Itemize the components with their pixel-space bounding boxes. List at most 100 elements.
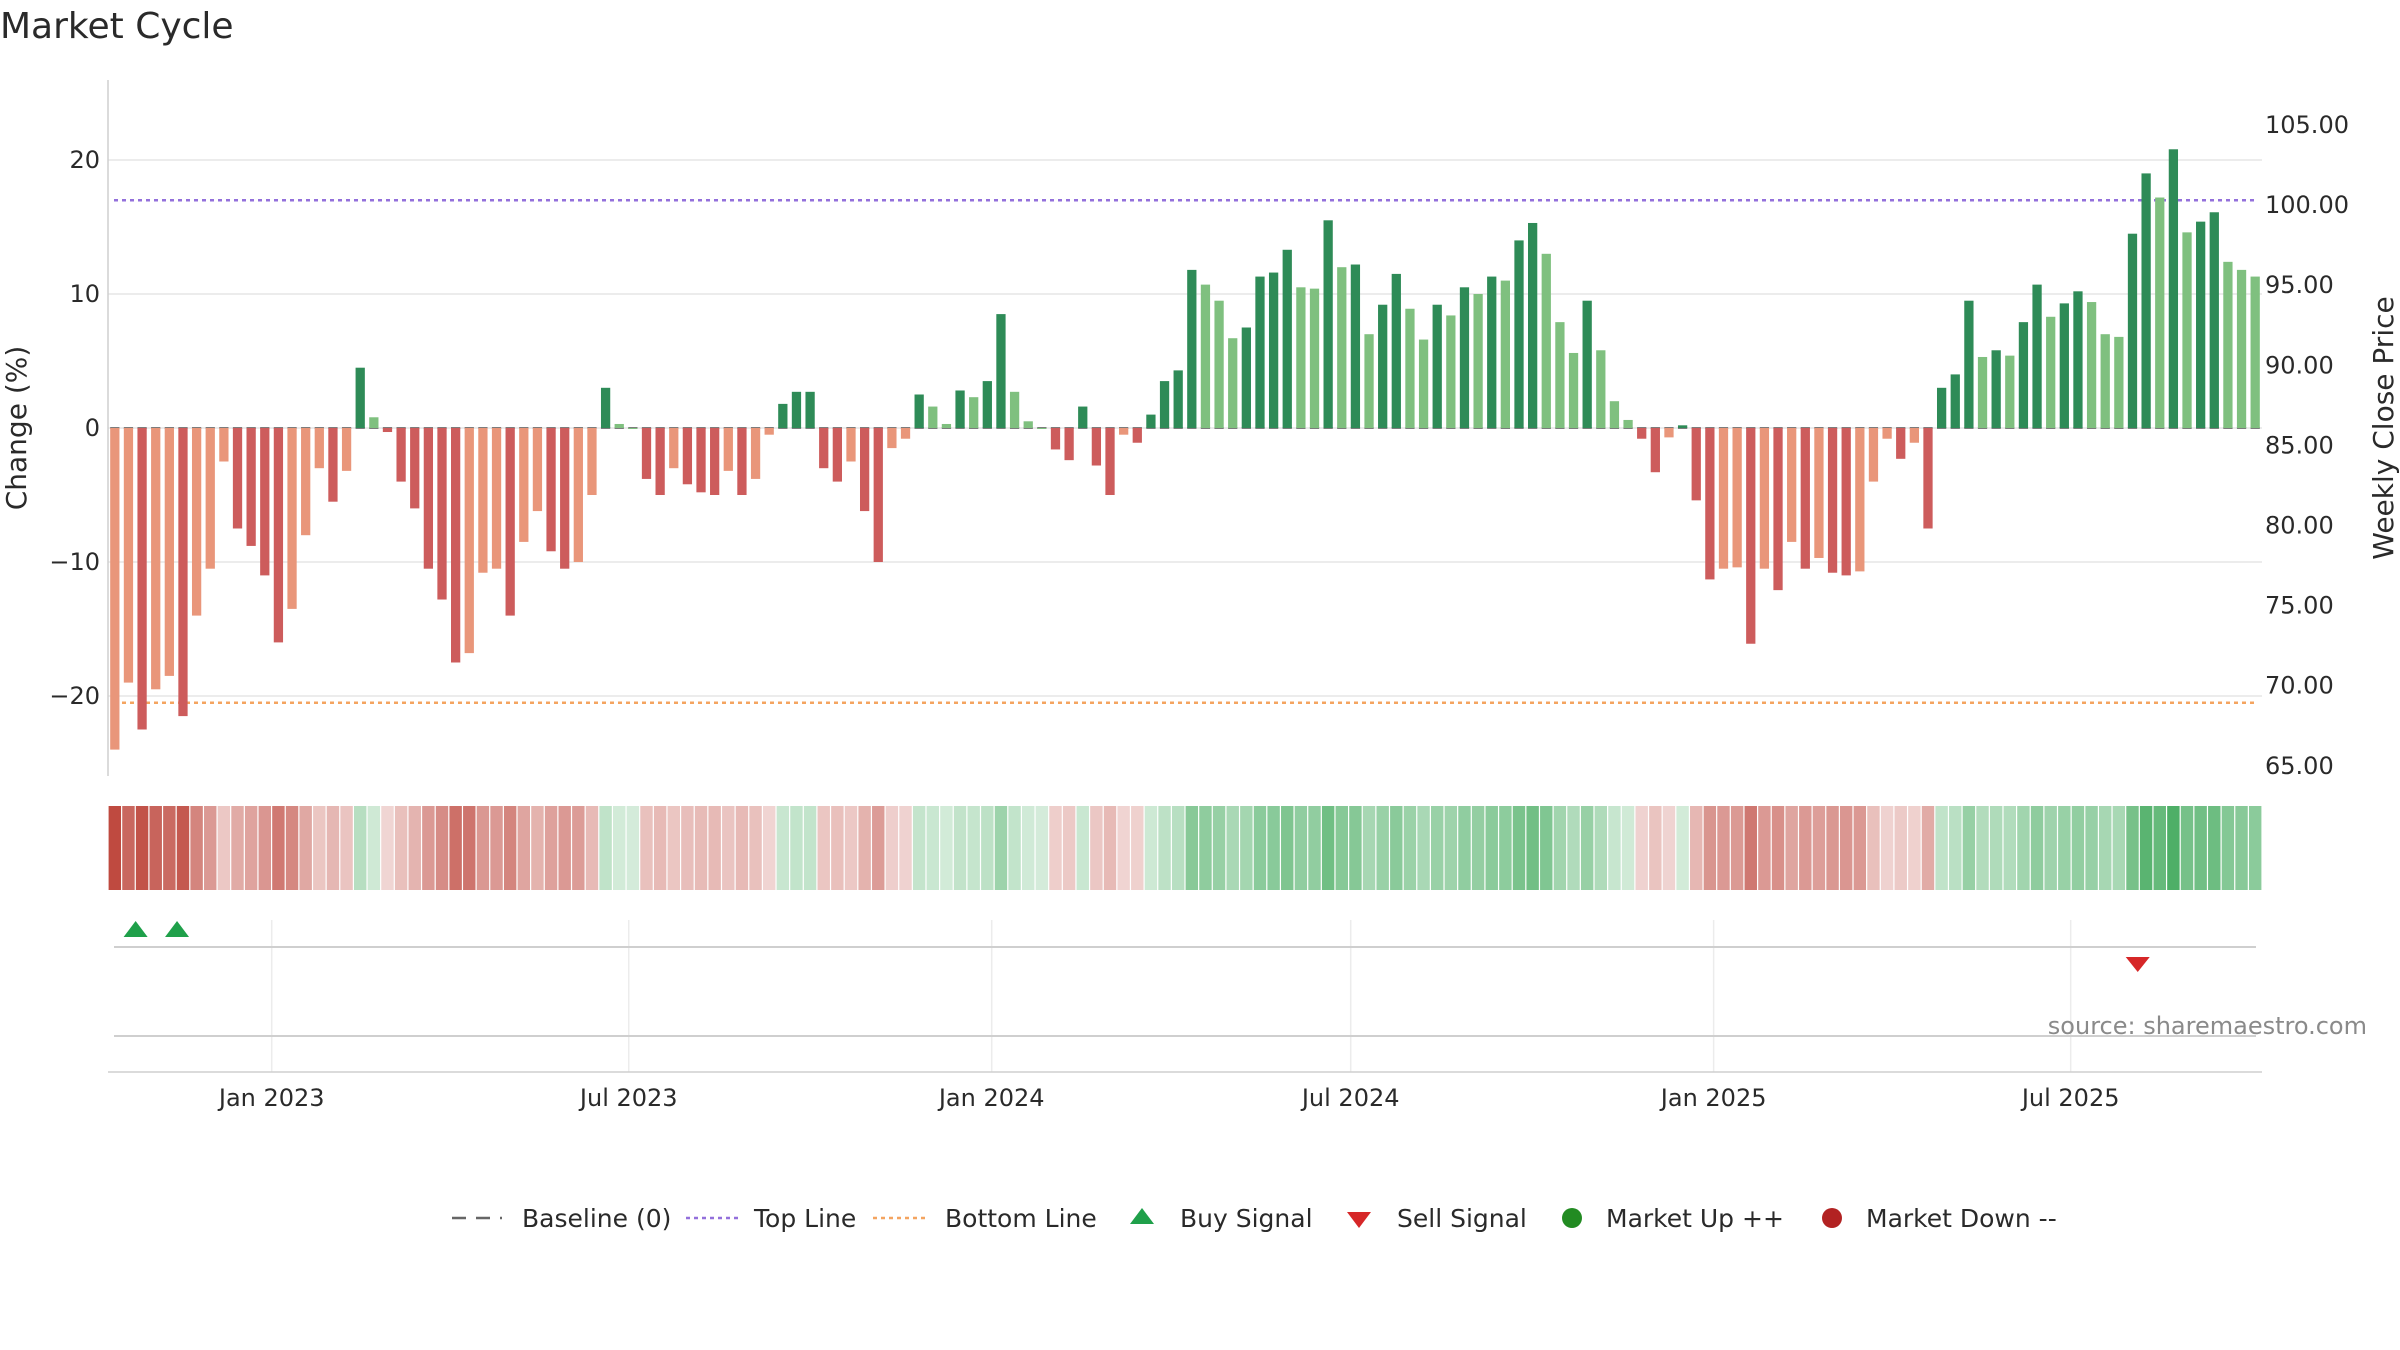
bar: [2141, 173, 2151, 428]
bar: [587, 428, 597, 495]
heat-cell: [1744, 806, 1757, 890]
bar: [178, 428, 188, 717]
heat-cell: [1553, 806, 1567, 890]
heat-cell: [1390, 806, 1403, 890]
heat-cell: [2126, 806, 2139, 890]
bar: [2018, 322, 2029, 428]
heat-cell: [1949, 806, 1962, 890]
bar: [1759, 428, 1770, 569]
bar: [2223, 261, 2233, 428]
heat-cell: [2085, 806, 2098, 890]
bar: [1923, 428, 1933, 529]
bar: [1364, 334, 1374, 428]
bar: [1446, 315, 1456, 428]
legend-item-down: Market Down --: [1822, 1204, 2057, 1233]
heat-cell: [1880, 806, 1894, 890]
heat-cell: [1812, 806, 1826, 890]
heat-cell: [1240, 806, 1253, 890]
legend-label: Baseline (0): [522, 1204, 671, 1233]
heat-cell: [2139, 806, 2153, 890]
heat-cell: [1171, 806, 1185, 890]
bar: [996, 314, 1006, 428]
heat-cell: [1908, 806, 1921, 890]
heat-cell: [1703, 806, 1717, 890]
bar: [260, 428, 270, 576]
bar: [1323, 220, 1333, 428]
legend-label: Bottom Line: [945, 1204, 1097, 1233]
bar: [641, 428, 652, 479]
bar: [682, 428, 693, 485]
bar: [1187, 269, 1197, 428]
bar: [1623, 419, 1633, 428]
x-tick-label: Jan 2024: [937, 1084, 1045, 1112]
bar: [464, 428, 474, 654]
legend-item-baseline: Baseline (0): [452, 1204, 671, 1233]
bar: [1064, 428, 1074, 461]
heat-cell: [1567, 806, 1580, 890]
heat-cell: [885, 806, 899, 890]
heat-cell: [1512, 806, 1526, 890]
heat-cell: [994, 806, 1008, 890]
heat-cell: [2248, 806, 2262, 890]
heat-cell: [1853, 806, 1867, 890]
bar: [628, 428, 638, 429]
bar: [314, 428, 324, 469]
bar: [655, 428, 665, 495]
heat-cell: [190, 806, 203, 890]
heat-cell: [1349, 806, 1362, 890]
bar: [2100, 334, 2110, 428]
heat-cell: [490, 806, 503, 890]
bar: [1337, 267, 1347, 428]
y-tick-label-left: −10: [49, 548, 100, 576]
heat-cell: [1771, 806, 1785, 890]
bar: [914, 394, 924, 428]
bar: [2236, 269, 2247, 428]
bar: [2209, 212, 2219, 428]
bar: [1418, 339, 1429, 428]
bar: [1950, 374, 1960, 428]
heat-cell: [1144, 806, 1158, 890]
y-tick-label-right: 80.00: [2265, 512, 2334, 540]
bar: [1732, 428, 1742, 568]
heat-cell: [722, 806, 735, 890]
bar: [2168, 149, 2179, 428]
heat-cell: [1308, 806, 1321, 890]
heat-cell: [2099, 806, 2112, 890]
heat-cell: [1281, 806, 1294, 890]
heat-cell: [1090, 806, 1103, 890]
heat-cell: [981, 806, 994, 890]
heat-cell: [204, 806, 217, 890]
bar: [737, 428, 747, 495]
heat-cell: [244, 806, 258, 890]
heat-cell: [1008, 806, 1021, 890]
bar: [1200, 284, 1211, 428]
bar: [1268, 272, 1279, 428]
heat-cell: [2112, 806, 2126, 890]
bar: [1459, 287, 1470, 428]
heat-cell: [531, 806, 544, 890]
x-tick-label: Jul 2024: [1300, 1084, 1400, 1112]
bar: [1023, 421, 1033, 428]
bar: [1868, 428, 1879, 482]
bar: [1609, 401, 1620, 428]
bar: [1841, 428, 1851, 576]
heat-cell: [1362, 806, 1376, 890]
heat-cell: [1826, 806, 1839, 890]
heat-cell: [803, 806, 817, 890]
heat-cell: [258, 806, 271, 890]
heat-cell: [1976, 806, 1989, 890]
bar: [2073, 291, 2083, 428]
heat-cell: [476, 806, 490, 890]
y-tick-label-left: 10: [69, 280, 100, 308]
heat-cell: [1867, 806, 1880, 890]
y-tick-label-right: 105.00: [2265, 111, 2349, 139]
bar: [478, 428, 488, 573]
heat-cell: [2058, 806, 2071, 890]
bar: [750, 428, 761, 479]
bar: [1009, 391, 1020, 428]
heat-cell: [762, 806, 776, 890]
bar: [955, 390, 965, 428]
bar: [1378, 304, 1388, 428]
bar: [1555, 322, 1565, 428]
